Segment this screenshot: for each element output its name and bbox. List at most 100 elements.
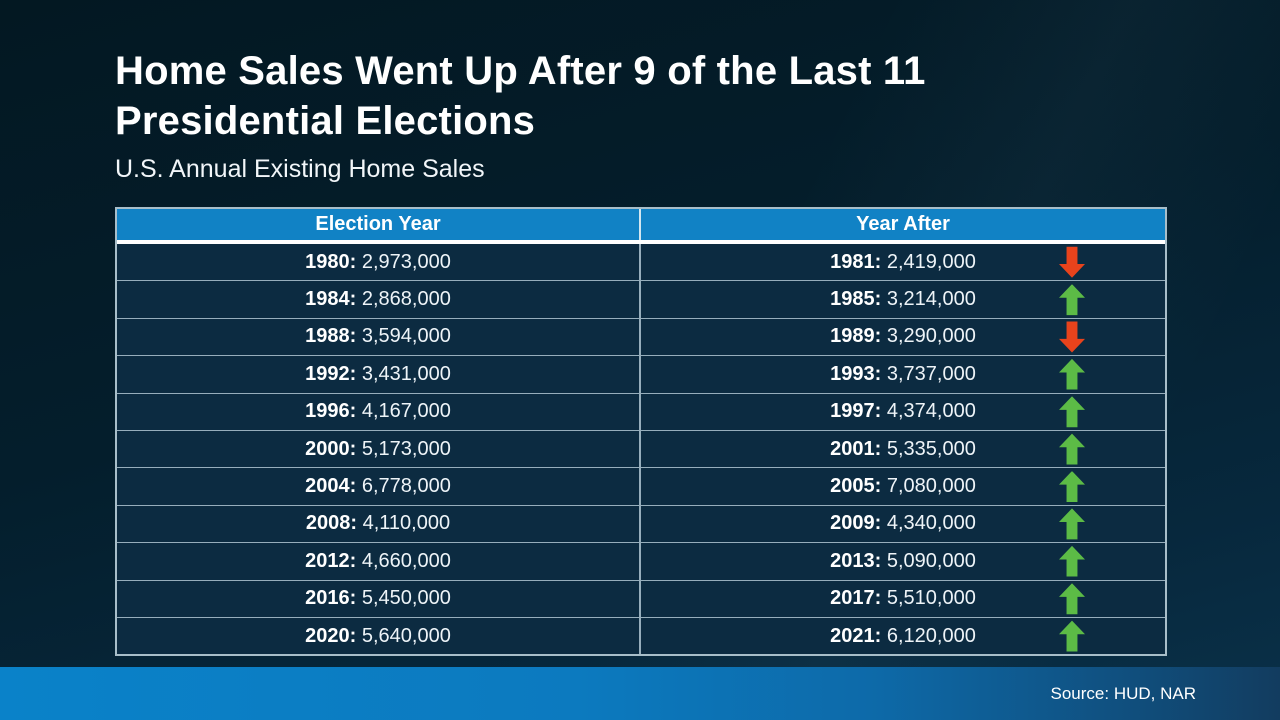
election-year-label: 1980:	[305, 250, 357, 273]
election-year-label: 2020:	[305, 624, 357, 647]
election-year-label: 1996:	[305, 400, 357, 423]
up-arrow-icon	[1059, 471, 1085, 503]
year-after-sales: 3,214,000	[886, 288, 976, 311]
year-after-sales: 3,737,000	[886, 362, 976, 385]
year-after-sales: 6,120,000	[886, 624, 976, 647]
table-row: 2020: 5,640,000 2021: 6,120,000	[117, 616, 1165, 655]
up-arrow-icon	[1059, 545, 1085, 577]
year-after-label: 2001:	[830, 437, 882, 460]
source-text: Source: HUD, NAR	[1050, 683, 1196, 703]
year-after-label: 1985:	[830, 288, 882, 311]
year-after-cell: 2013: 5,090,000	[641, 543, 1165, 579]
table-row: 2016: 5,450,000 2017: 5,510,000	[117, 579, 1165, 617]
year-after-cell: 2005: 7,080,000	[641, 468, 1165, 504]
election-year-sales: 2,973,000	[361, 250, 451, 273]
up-arrow-icon	[1059, 284, 1085, 316]
election-year-label: 2000:	[305, 437, 357, 460]
election-year-sales: 4,110,000	[362, 512, 451, 535]
year-after-sales: 4,340,000	[886, 512, 976, 535]
up-arrow-icon	[1059, 620, 1085, 652]
election-year-cell: 2000: 5,173,000	[117, 430, 641, 468]
election-year-label: 2012:	[305, 549, 357, 572]
year-after-cell: 1993: 3,737,000	[641, 356, 1165, 392]
year-after-cell: 2017: 5,510,000	[641, 581, 1165, 617]
election-year-cell: 2004: 6,778,000	[117, 468, 641, 505]
table-row: 2008: 4,110,000 2009: 4,340,000	[117, 504, 1165, 543]
year-after-cell: 1997: 4,374,000	[641, 394, 1165, 430]
up-arrow-icon	[1059, 433, 1085, 465]
column-header-year-after: Year After	[856, 213, 950, 235]
table-row: 1984: 2,868,000 1985: 3,214,000	[117, 280, 1165, 318]
year-after-cell: 2021: 6,120,000	[641, 618, 1165, 654]
up-arrow-icon	[1059, 396, 1085, 428]
year-after-sales: 7,080,000	[886, 475, 976, 498]
election-year-cell: 1980: 2,973,000	[117, 244, 641, 281]
year-after-label: 1989:	[830, 325, 882, 348]
year-after-cell: 2009: 4,340,000	[641, 506, 1165, 542]
election-year-sales: 5,640,000	[361, 624, 451, 647]
year-after-label: 2005:	[830, 475, 882, 498]
year-after-label: 2021:	[830, 624, 882, 647]
election-year-cell: 2012: 4,660,000	[117, 543, 641, 580]
title-line-1: Home Sales Went Up After 9 of the Last 1…	[115, 49, 926, 93]
table-row: 2000: 5,173,000 2001: 5,335,000	[117, 429, 1165, 468]
table-header-row: Election Year Year After	[117, 209, 1165, 244]
up-arrow-icon	[1059, 508, 1085, 540]
table-row: 1988: 3,594,000 1989: 3,290,000	[117, 317, 1165, 356]
election-year-label: 2016:	[305, 587, 357, 610]
column-header-election-year: Election Year	[117, 209, 641, 240]
election-year-cell: 2016: 5,450,000	[117, 580, 641, 617]
down-arrow-icon	[1059, 246, 1085, 278]
election-year-cell: 1992: 3,431,000	[117, 356, 641, 393]
table-row: 1980: 2,973,000 1981: 2,419,000	[117, 244, 1165, 281]
up-arrow-icon	[1059, 358, 1085, 390]
year-after-label: 2017:	[830, 587, 882, 610]
election-year-cell: 2008: 4,110,000	[117, 505, 641, 543]
table-row: 1992: 3,431,000 1993: 3,737,000	[117, 355, 1165, 393]
title-line-2: Presidential Elections	[115, 99, 536, 143]
election-year-cell: 2020: 5,640,000	[117, 617, 641, 655]
election-year-label: 2004:	[305, 475, 357, 498]
year-after-cell: 1985: 3,214,000	[641, 281, 1165, 317]
election-year-sales: 2,868,000	[361, 288, 451, 311]
year-after-cell: 1989: 3,290,000	[641, 319, 1165, 355]
up-arrow-icon	[1059, 583, 1085, 615]
table-row: 1996: 4,167,000 1997: 4,374,000	[117, 392, 1165, 430]
election-year-cell: 1996: 4,167,000	[117, 393, 641, 430]
election-year-sales: 6,778,000	[361, 475, 451, 498]
year-after-sales: 5,090,000	[886, 549, 976, 572]
election-year-sales: 3,431,000	[361, 362, 451, 385]
year-after-label: 1993:	[830, 362, 882, 385]
year-after-sales: 3,290,000	[886, 325, 976, 348]
home-sales-table: Election Year Year After 1980: 2,973,000…	[115, 207, 1167, 657]
year-after-label: 2009:	[830, 512, 882, 535]
page-title: Home Sales Went Up After 9 of the Last 1…	[115, 46, 926, 146]
election-year-sales: 4,167,000	[361, 400, 451, 423]
year-after-sales: 5,510,000	[886, 587, 976, 610]
year-after-sales: 4,374,000	[886, 400, 976, 423]
year-after-label: 2013:	[830, 549, 882, 572]
year-after-label: 1981:	[830, 250, 882, 273]
election-year-sales: 5,450,000	[361, 587, 451, 610]
down-arrow-icon	[1059, 321, 1085, 353]
year-after-cell: 1981: 2,419,000	[641, 244, 1165, 280]
election-year-sales: 3,594,000	[361, 325, 451, 348]
year-after-sales: 2,419,000	[886, 250, 976, 273]
year-after-sales: 5,335,000	[886, 437, 976, 460]
table-row: 2004: 6,778,000 2005: 7,080,000	[117, 467, 1165, 505]
election-year-label: 1984:	[305, 288, 357, 311]
election-year-sales: 5,173,000	[361, 437, 451, 460]
election-year-label: 1988:	[305, 325, 357, 348]
election-year-sales: 4,660,000	[361, 549, 451, 572]
election-year-cell: 1988: 3,594,000	[117, 318, 641, 356]
footer-bar: Source: HUD, NAR	[0, 667, 1280, 720]
election-year-label: 1992:	[305, 362, 357, 385]
table-row: 2012: 4,660,000 2013: 5,090,000	[117, 542, 1165, 580]
table-body: 1980: 2,973,000 1981: 2,419,000 1984: 2,…	[117, 244, 1165, 655]
year-after-label: 1997:	[830, 400, 882, 423]
page-subtitle: U.S. Annual Existing Home Sales	[115, 155, 485, 183]
year-after-cell: 2001: 5,335,000	[641, 431, 1165, 467]
election-year-cell: 1984: 2,868,000	[117, 281, 641, 318]
election-year-label: 2008:	[305, 512, 358, 535]
